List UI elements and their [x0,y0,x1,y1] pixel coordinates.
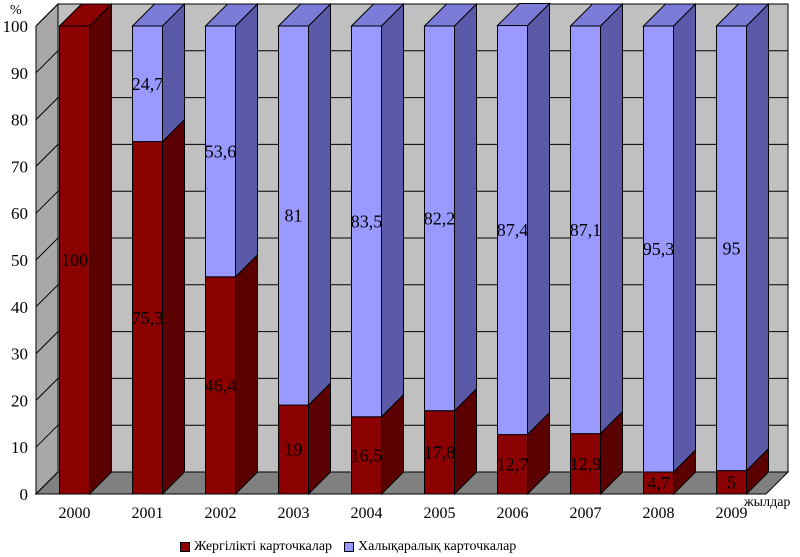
x-tick-label: 2006 [497,505,529,522]
bar-top [131,3,186,27]
bar-front [278,25,309,406]
y-tick-label: 50 [11,251,28,270]
data-label: 12,7 [497,454,529,474]
bar-side [381,2,404,418]
y-tick-label: 70 [11,157,28,176]
data-label: 81 [285,206,303,226]
x-tick-label: 2000 [59,505,91,522]
data-label: 87,4 [497,220,529,240]
bar-front [570,433,601,495]
data-label: 46,4 [205,375,237,395]
x-tick-label: 2005 [424,505,456,522]
bar-side [162,118,185,496]
bar-side [746,2,769,472]
bar-side [162,2,185,143]
data-label: 17,8 [424,442,456,462]
legend-label-international: Халықаралық карточкалар [358,539,517,554]
bar-front [205,276,236,495]
x-unit-label: жылдар [743,495,790,510]
x-tick-label: 2007 [570,505,602,522]
bar-top [715,3,770,27]
y-tick-label: 0 [20,485,29,504]
data-label: 87,1 [570,220,602,240]
bar-front [132,141,163,495]
data-label: 19 [285,440,303,460]
bar-side [235,253,258,496]
bar-front [351,416,382,495]
bar-side [89,2,112,496]
x-tick-label: 2009 [716,505,748,522]
legend-label-local: Жергілікті карточкалар [194,539,333,554]
bar-front [497,25,528,436]
data-label: 95,3 [643,239,675,259]
y-tick-label: 60 [11,204,28,223]
data-label: 82,2 [424,208,456,228]
data-label: 100 [61,250,88,270]
data-label: 24,7 [132,74,164,94]
bar-top [350,3,405,27]
y-tick-label: 30 [11,345,28,364]
bar-side [527,2,550,436]
x-tick-label: 2004 [351,505,383,522]
data-label: 75,3 [132,308,164,328]
data-label: 4,7 [647,473,670,493]
bar-top [277,3,332,27]
data-label: 53,6 [205,141,237,161]
data-label: 16,5 [351,445,383,465]
x-tick-label: 2008 [643,505,675,522]
bar-top [423,3,478,27]
y-unit-label: % [10,3,22,18]
bar-top [569,3,624,27]
bar-top [496,3,551,27]
bar-side [600,2,623,435]
y-tick-label: 80 [11,111,28,130]
data-label: 5 [727,472,736,492]
legend-swatch-local [180,542,190,552]
data-label: 12,9 [570,454,602,474]
data-label: 83,5 [351,211,383,231]
y-tick-label: 90 [11,64,28,83]
legend-item-international: Халықаралық карточкалар [344,539,516,555]
bar-side [308,2,331,407]
x-tick-label: 2002 [205,505,237,522]
bar-front [643,25,674,473]
bar-top [58,3,113,27]
x-tick-label: 2001 [132,505,164,522]
bar-front [424,25,455,412]
legend-item-local: Жергілікті карточкалар [180,539,332,555]
bar-side [235,2,258,279]
data-label: 95 [723,238,741,258]
y-tick-label: 20 [11,391,28,410]
x-tick-label: 2003 [278,505,310,522]
bar-side [454,2,477,412]
bar-front [132,25,163,143]
y-tick-label: 100 [3,17,29,36]
bar-front [497,434,528,495]
bar-front [570,25,601,435]
bar-side [673,2,696,474]
y-tick-label: 10 [11,438,28,457]
bar-top [642,3,697,27]
bar-top [204,3,259,27]
y-tick-label: 40 [11,298,28,317]
legend: Жергілікті карточкалар Халықаралық карто… [180,538,528,556]
legend-swatch-international [344,542,355,552]
bar-front [716,25,747,472]
